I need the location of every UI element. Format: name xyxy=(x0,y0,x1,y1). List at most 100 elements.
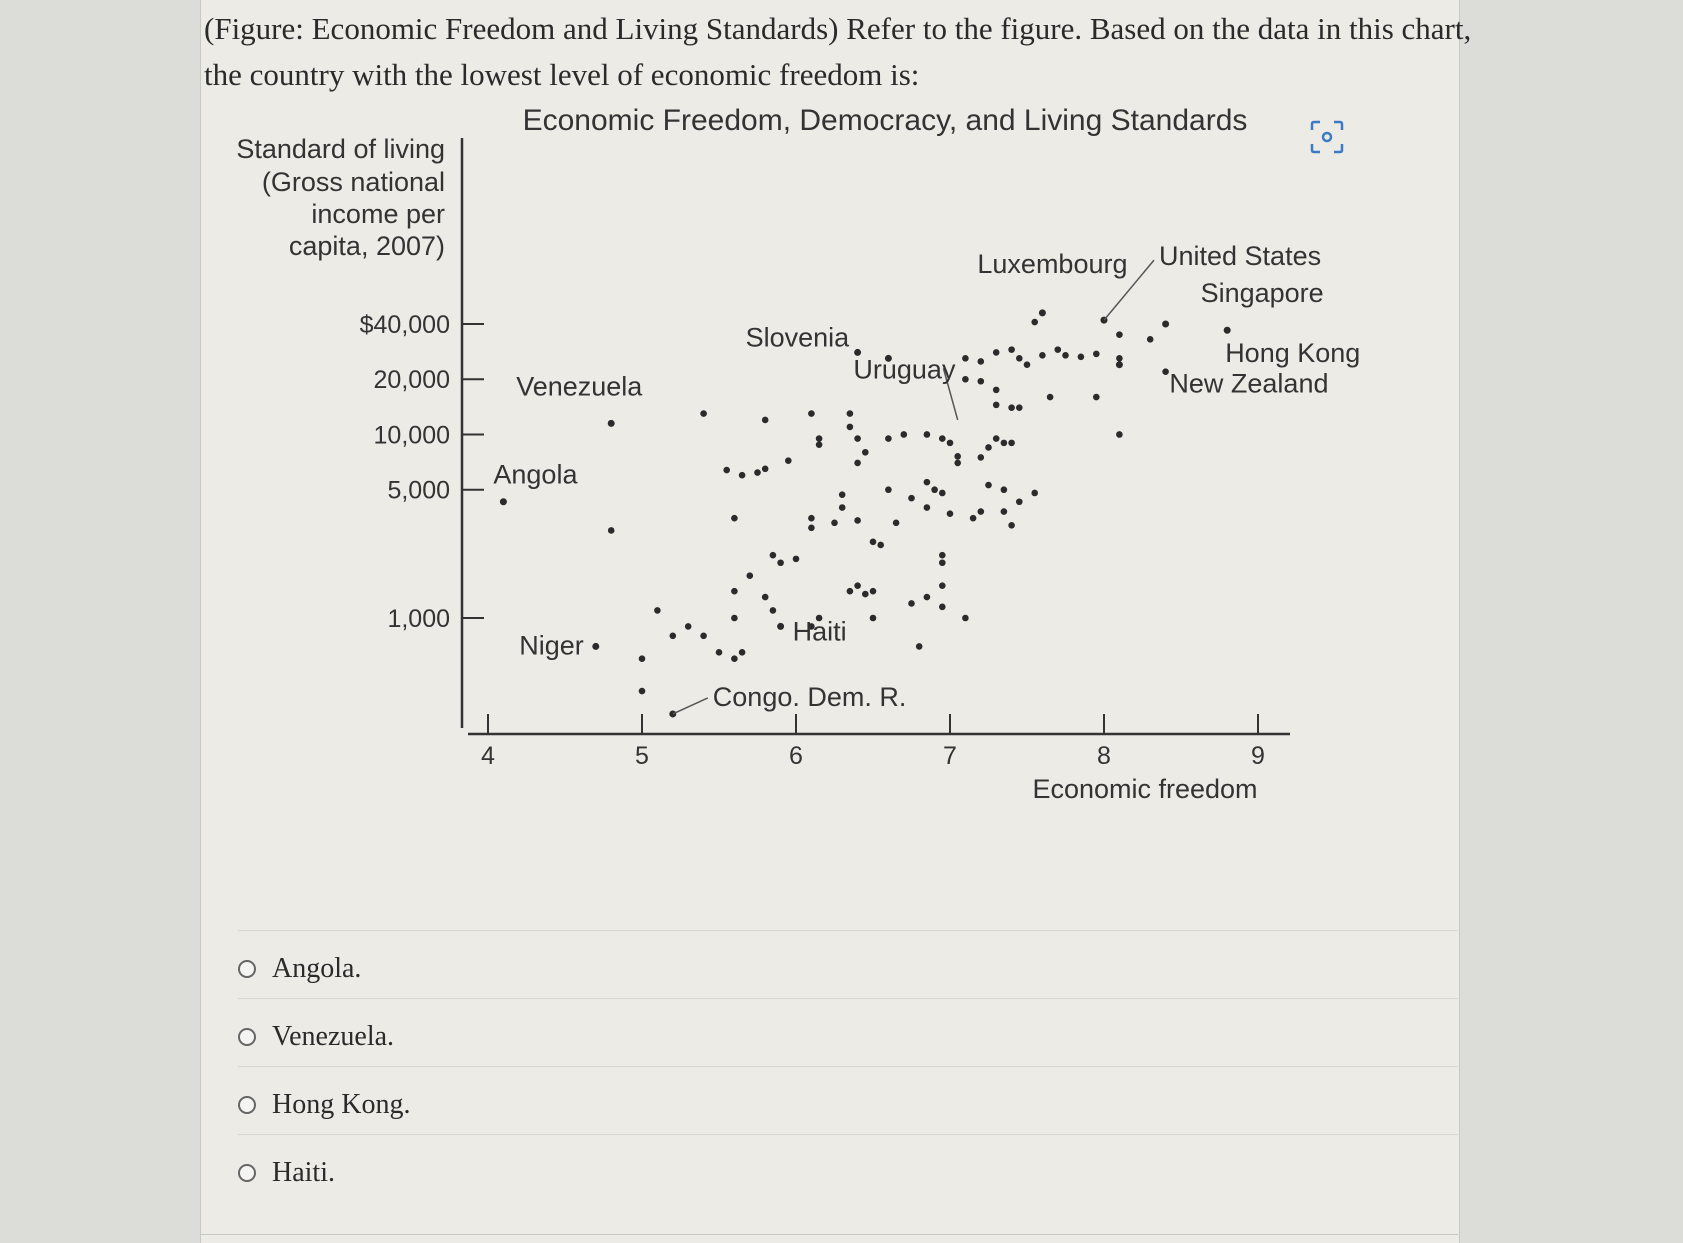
y-axis-label-line: (Gross national xyxy=(262,167,445,197)
x-ticks: 4 5 6 7 8 9 xyxy=(481,714,1265,770)
option-label: Angola. xyxy=(272,953,362,984)
data-point xyxy=(1000,486,1008,494)
data-point xyxy=(777,559,784,567)
x-tick-label: 6 xyxy=(789,742,803,770)
labeled-data-point xyxy=(777,622,785,630)
data-point xyxy=(923,478,931,486)
data-point xyxy=(754,469,761,476)
data-point xyxy=(862,590,869,598)
radio-button[interactable] xyxy=(238,1028,256,1046)
point-label: Haiti xyxy=(793,616,847,646)
data-point xyxy=(761,465,769,473)
radio-button[interactable] xyxy=(238,960,256,978)
y-axis-label-line: capita, 2007) xyxy=(289,231,445,261)
data-point xyxy=(815,614,823,622)
data-point xyxy=(962,614,969,622)
y-tick-label: $40,000 xyxy=(360,311,450,339)
option-angola[interactable]: Angola. xyxy=(238,935,410,1003)
radio-button[interactable] xyxy=(238,1096,256,1114)
data-point xyxy=(808,514,815,522)
question-card xyxy=(200,0,1460,1243)
point-label: Niger xyxy=(519,630,584,660)
data-point xyxy=(892,519,900,527)
data-point xyxy=(715,649,723,656)
radio-button[interactable] xyxy=(238,1164,256,1182)
option-haiti[interactable]: Haiti. xyxy=(238,1139,410,1207)
data-point xyxy=(931,486,938,494)
chart-title: Economic Freedom, Democracy, and Living … xyxy=(523,104,1248,137)
option-venezuela[interactable]: Venezuela. xyxy=(238,1003,410,1071)
focus-scan-icon[interactable] xyxy=(1310,120,1344,154)
y-axis-label: Standard of living (Gross national incom… xyxy=(236,134,445,261)
point-label: Singapore xyxy=(1201,278,1324,308)
data-point xyxy=(1046,393,1054,401)
data-point xyxy=(992,435,1000,442)
data-point xyxy=(885,486,892,494)
data-point xyxy=(1016,404,1023,411)
data-point xyxy=(808,623,815,630)
data-point xyxy=(885,435,892,442)
data-point xyxy=(1116,355,1123,362)
labeled-data-point xyxy=(499,498,507,506)
data-point xyxy=(761,593,769,601)
point-label: New Zealand xyxy=(1169,369,1328,399)
leader-line xyxy=(672,697,709,715)
data-point xyxy=(908,494,915,502)
data-point xyxy=(684,623,692,630)
data-point xyxy=(1031,318,1038,326)
data-point xyxy=(1054,346,1062,353)
data-point xyxy=(915,643,923,650)
data-point xyxy=(939,582,946,589)
labeled-data-point xyxy=(884,354,892,362)
data-point xyxy=(731,655,738,663)
data-point xyxy=(939,603,946,611)
data-point xyxy=(869,538,877,546)
data-point xyxy=(838,504,846,511)
option-label: Haiti. xyxy=(272,1157,335,1188)
data-point xyxy=(854,582,861,589)
data-point xyxy=(746,572,754,580)
y-axis-label-line: income per xyxy=(311,199,445,229)
point-label: United States xyxy=(1159,241,1321,271)
data-point xyxy=(638,655,646,663)
option-hong-kong[interactable]: Hong Kong. xyxy=(238,1071,410,1139)
data-point xyxy=(669,632,677,640)
point-label: Luxembourg xyxy=(977,249,1127,279)
data-point xyxy=(1008,346,1015,353)
data-point xyxy=(1093,393,1100,401)
x-tick-label: 5 xyxy=(635,742,649,770)
data-point xyxy=(985,444,992,451)
data-point xyxy=(854,517,861,524)
data-point xyxy=(1093,350,1100,358)
x-tick-label: 9 xyxy=(1251,742,1265,770)
point-label: Congo. Dem. R. xyxy=(713,682,907,712)
point-label: Angola xyxy=(493,460,578,490)
data-point xyxy=(946,510,954,518)
labeled-data-point xyxy=(1162,320,1170,328)
x-tick-label: 8 xyxy=(1097,742,1111,770)
option-label: Hong Kong. xyxy=(272,1089,411,1120)
data-point xyxy=(954,459,961,467)
data-point xyxy=(923,431,931,438)
y-tick-label: 5,000 xyxy=(387,477,450,505)
labeled-data-point xyxy=(1115,361,1123,369)
data-point xyxy=(969,514,977,522)
data-point xyxy=(923,504,931,511)
data-point xyxy=(869,614,877,622)
option-label: Venezuela. xyxy=(272,1021,395,1052)
data-point xyxy=(846,410,854,417)
data-point xyxy=(1008,404,1015,411)
y-axis-label-line: Standard of living xyxy=(236,134,445,164)
data-point xyxy=(977,454,985,461)
data-point xyxy=(731,614,738,622)
y-tick-label: 1,000 xyxy=(387,605,450,633)
data-point xyxy=(838,491,846,498)
question-text: (Figure: Economic Freedom and Living Sta… xyxy=(204,11,1472,92)
data-point xyxy=(769,607,777,614)
labeled-data-point xyxy=(1223,326,1231,334)
data-point xyxy=(954,453,961,460)
data-point xyxy=(939,435,946,442)
data-point xyxy=(977,358,985,365)
data-point xyxy=(1162,368,1169,375)
